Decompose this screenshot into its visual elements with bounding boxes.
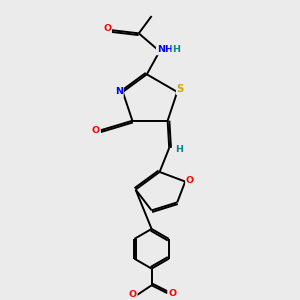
Text: O: O bbox=[186, 176, 194, 185]
Text: NH: NH bbox=[157, 46, 173, 55]
Text: H: H bbox=[175, 146, 183, 154]
Text: O: O bbox=[92, 127, 100, 136]
Text: S: S bbox=[177, 84, 184, 94]
Text: O: O bbox=[129, 290, 137, 299]
Text: O: O bbox=[168, 290, 176, 298]
Text: O: O bbox=[103, 24, 111, 33]
Text: H: H bbox=[172, 45, 180, 54]
Text: N: N bbox=[115, 87, 123, 96]
